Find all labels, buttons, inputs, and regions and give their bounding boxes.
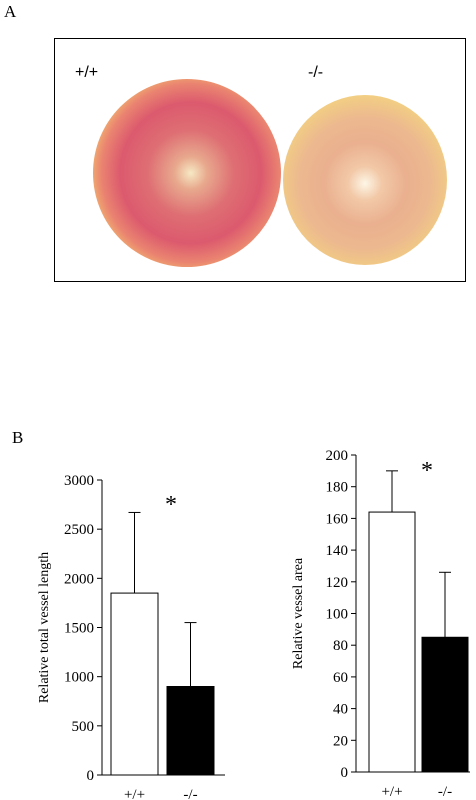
area-y-tick-label: 120: [326, 575, 349, 591]
area-y-axis-title: Relative vessel area: [291, 557, 306, 669]
length-y-tick-label: 1500: [64, 621, 94, 637]
length-category-label-1: -/-: [183, 787, 197, 800]
length-y-tick-label: 2000: [64, 571, 94, 587]
length-y-tick-label: 0: [87, 768, 95, 784]
area-y-tick-label: 100: [326, 607, 349, 623]
area-y-tick-label: 160: [326, 511, 349, 527]
length-y-tick-label: 3000: [64, 473, 94, 489]
panel-b-label: B: [12, 428, 24, 447]
area-y-tick-label: 140: [326, 543, 349, 559]
area-y-tick-label: 200: [326, 448, 349, 464]
length-y-tick-label: 500: [72, 719, 95, 735]
length-y-tick-label: 1000: [64, 670, 94, 686]
area-y-tick-label: 40: [333, 702, 348, 718]
area-y-tick-label: 80: [333, 638, 348, 654]
wildtype-genotype-label: +/+: [75, 64, 99, 81]
area-bar-1: [421, 636, 469, 773]
knockout-genotype-label: -/-: [308, 64, 324, 81]
area-y-tick-label: 60: [333, 670, 348, 686]
area-y-tick-label: 180: [326, 480, 349, 496]
area-y-tick-label: 20: [333, 733, 348, 749]
length-bar-0: [110, 592, 159, 776]
area-y-tick-label: 0: [341, 765, 349, 781]
knockout-retina-image: [283, 95, 447, 265]
length-significance-marker: *: [165, 492, 177, 518]
length-y-axis-title: Relative total vessel length: [37, 552, 52, 703]
area-bar-0: [368, 511, 416, 773]
panel-a-label: A: [4, 2, 17, 21]
length-y-tick-label: 2500: [64, 522, 94, 538]
area-category-label-0: +/+: [381, 784, 402, 800]
length-category-label-0: +/+: [124, 787, 145, 800]
retina-photo-panel: +/+ -/-: [54, 38, 466, 282]
area-significance-marker: *: [421, 458, 433, 484]
area-category-label-1: -/-: [438, 784, 452, 800]
length-bar-1: [166, 686, 215, 776]
wildtype-retina-image: [93, 79, 281, 267]
